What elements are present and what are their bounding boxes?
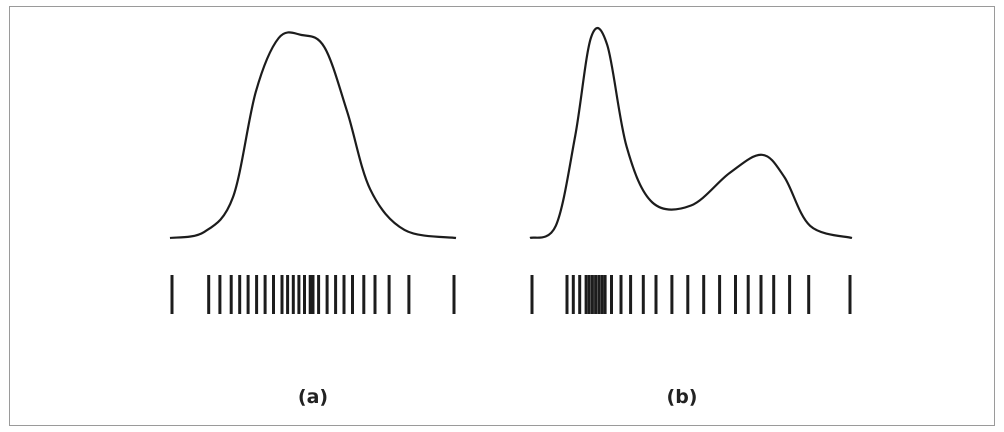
panel-label-a: (a) <box>297 386 329 408</box>
panel-a <box>169 31 457 314</box>
sample-ticks-b <box>530 275 852 314</box>
panel-b <box>529 26 853 314</box>
sample-ticks-a <box>170 275 456 314</box>
density-curve-a <box>169 31 457 240</box>
figure-frame <box>9 6 995 426</box>
density-curve-b <box>529 26 853 240</box>
panel-label-b: (b) <box>666 386 698 408</box>
